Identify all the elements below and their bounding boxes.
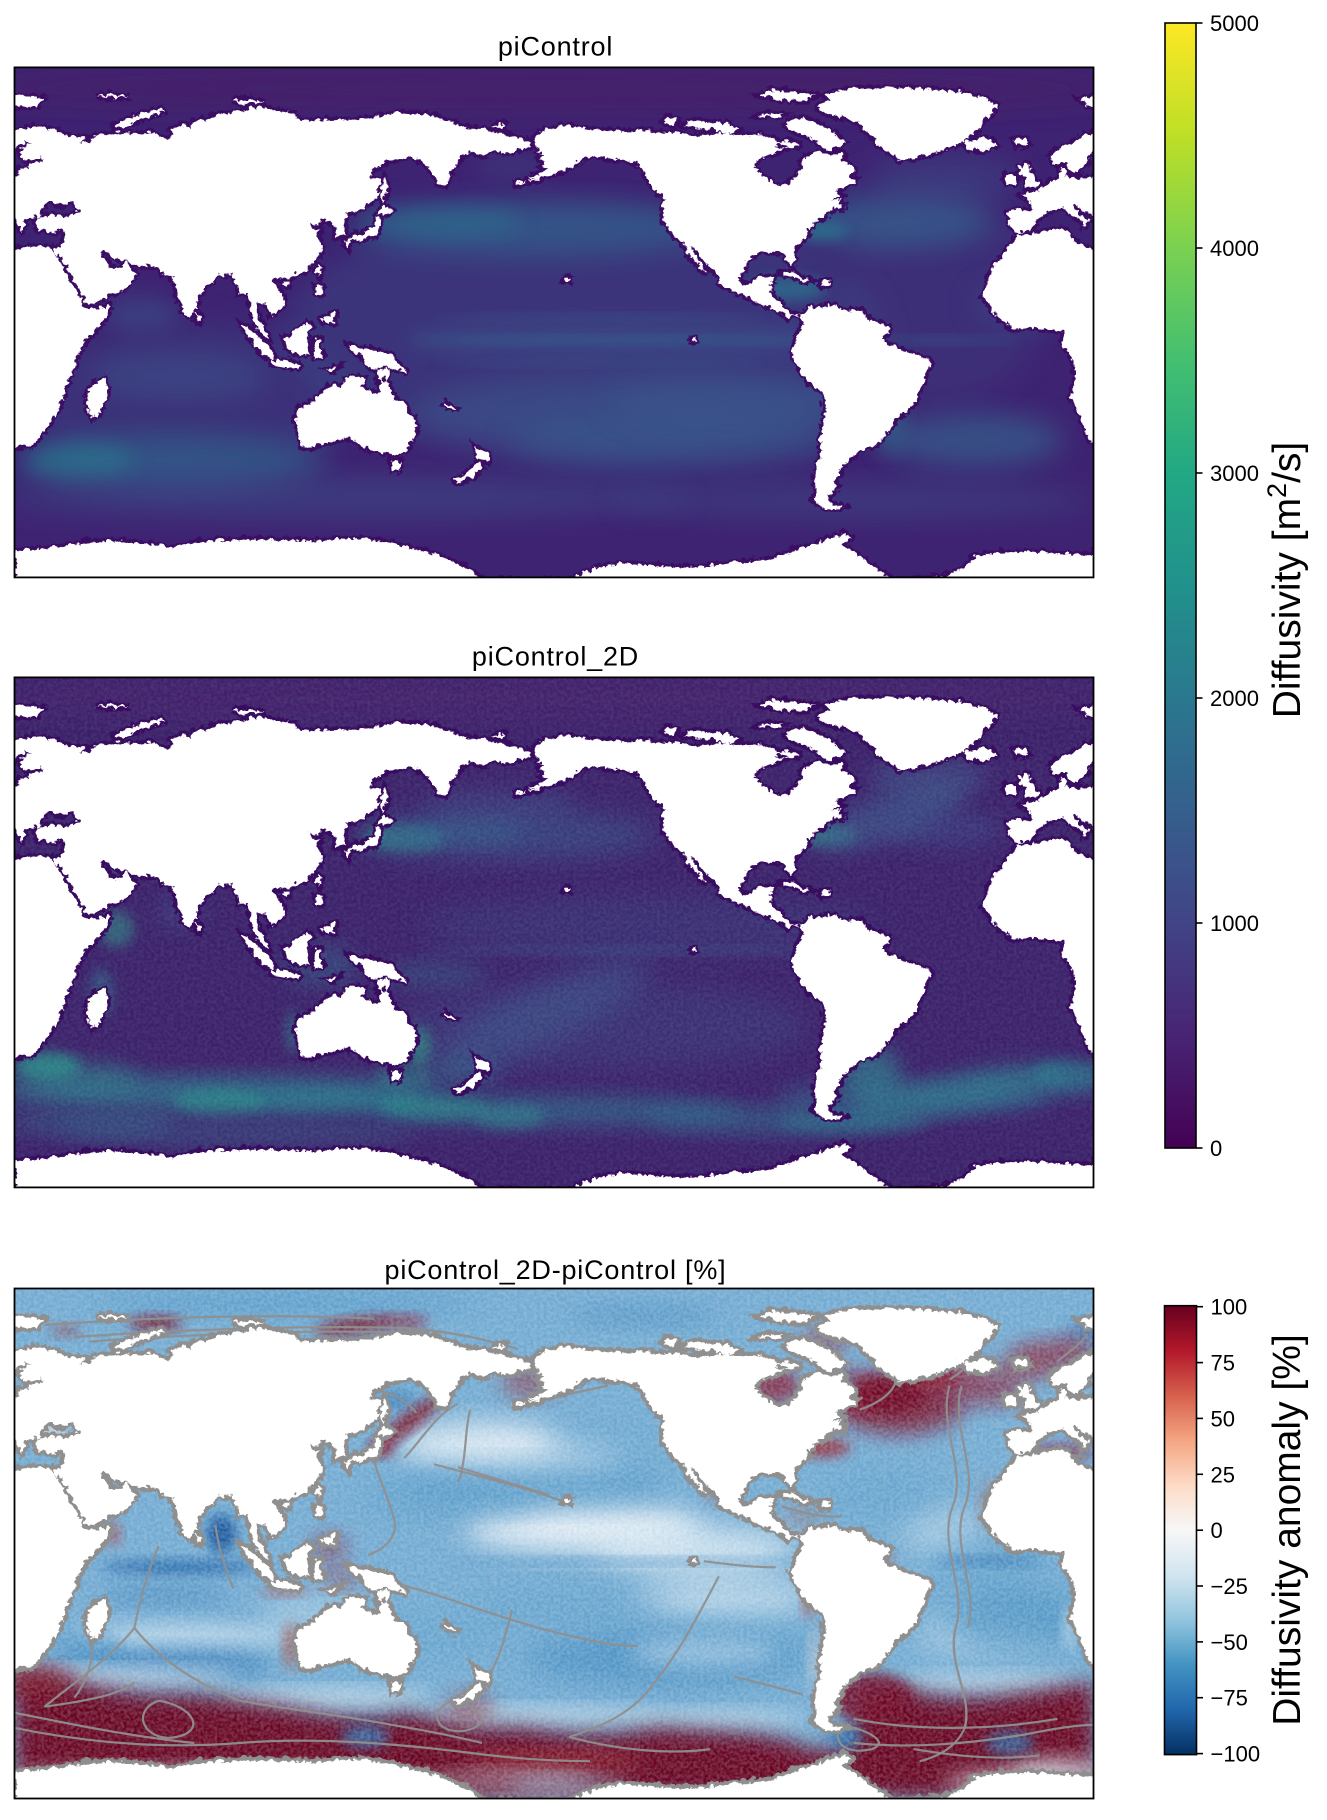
svg-text:piControl_2D-piControl [%]: piControl_2D-piControl [%] (385, 1255, 727, 1285)
svg-text:1000: 1000 (1210, 911, 1259, 936)
svg-text:−50: −50 (1211, 1630, 1248, 1655)
svg-text:piControl_2D: piControl_2D (472, 642, 639, 672)
svg-text:−25: −25 (1211, 1574, 1248, 1599)
svg-text:Diffusivity anomaly [%]: Diffusivity anomaly [%] (1266, 1334, 1309, 1726)
svg-text:−75: −75 (1211, 1686, 1248, 1711)
svg-text:3000: 3000 (1210, 461, 1259, 486)
svg-text:25: 25 (1211, 1462, 1235, 1487)
svg-text:100: 100 (1211, 1295, 1248, 1320)
svg-text:75: 75 (1211, 1351, 1235, 1376)
svg-text:0: 0 (1211, 1518, 1223, 1543)
svg-text:5000: 5000 (1210, 11, 1259, 36)
svg-text:piControl: piControl (498, 32, 613, 62)
svg-text:2000: 2000 (1210, 686, 1259, 711)
svg-text:Diffusivity [m2/s]: Diffusivity [m2/s] (1262, 442, 1309, 719)
svg-text:−100: −100 (1211, 1742, 1261, 1767)
svg-text:50: 50 (1211, 1406, 1235, 1431)
svg-text:0: 0 (1210, 1136, 1222, 1161)
svg-text:4000: 4000 (1210, 236, 1259, 261)
